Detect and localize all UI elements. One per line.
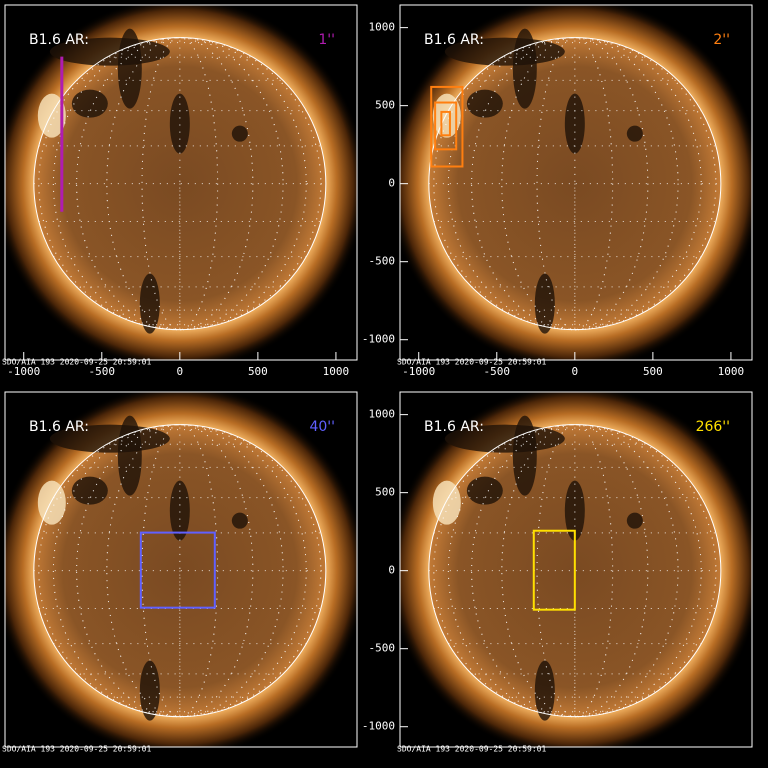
y-tick-label: -500 xyxy=(369,255,396,268)
meridian xyxy=(106,424,254,718)
y-tick-label: 1000 xyxy=(369,408,396,421)
disk xyxy=(33,37,326,330)
x-tick-label: 1000 xyxy=(718,365,745,378)
y-tick-label: 1000 xyxy=(369,21,396,34)
x-tick-label: 500 xyxy=(643,365,663,378)
coronal-hole xyxy=(564,93,585,154)
footer: SDO/AIA 193 2020-09-25 20:59:01 xyxy=(397,745,546,754)
coronal-hole xyxy=(534,273,555,334)
coronal-hole xyxy=(169,480,190,541)
coronal-hole xyxy=(564,480,585,541)
coronal-hole xyxy=(626,512,643,529)
x-tick-label: -1000 xyxy=(402,365,435,378)
panel: -1000 -500 0 500 1000 B1.6 AR: 1'' SDO/AIA 193 … xyxy=(2,4,358,378)
bright-region xyxy=(432,93,461,138)
y-tick-label: 500 xyxy=(375,486,395,499)
footer: SDO/AIA 193 2020-09-25 20:59:01 xyxy=(2,358,151,367)
panel-label: B1.6 AR: xyxy=(29,419,89,435)
coronal-hole xyxy=(139,660,160,721)
coronal-hole xyxy=(466,476,503,505)
overlay-box xyxy=(434,101,458,151)
coronal-hole xyxy=(231,125,248,142)
coronal-hole xyxy=(71,89,108,118)
coronal-hole xyxy=(71,476,108,505)
bright-region xyxy=(37,93,66,138)
bright-region xyxy=(37,480,66,525)
x-tick-label: -500 xyxy=(484,365,511,378)
meridian xyxy=(471,424,679,718)
limb xyxy=(428,37,722,331)
panel: -1000 -500 0 500 1000 -1000 -500 0 500 1000 B1.6 A… xyxy=(362,4,753,378)
panel-label: B1.6 AR: xyxy=(424,419,484,435)
coronal-hole xyxy=(139,273,160,334)
lat-lon-grid xyxy=(33,37,326,331)
lat-lon-grid xyxy=(428,424,721,718)
meridian xyxy=(501,424,649,718)
sun-image xyxy=(5,5,357,360)
sun-image xyxy=(400,5,752,360)
panel-tag: 2'' xyxy=(713,32,730,48)
sun-image xyxy=(400,392,752,747)
footer: SDO/AIA 193 2020-09-25 20:59:01 xyxy=(397,358,546,367)
limb xyxy=(33,424,327,718)
y-tick-label: 500 xyxy=(375,99,395,112)
lat-lon-grid xyxy=(428,37,721,331)
overlay-box xyxy=(430,85,464,168)
x-tick-label: 0 xyxy=(572,365,579,378)
footer: SDO/AIA 193 2020-09-25 20:59:01 xyxy=(2,745,151,754)
coronal-hole xyxy=(626,125,643,142)
y-tick-label: -1000 xyxy=(362,720,395,733)
coronal-hole xyxy=(534,660,555,721)
y-tick-label: 0 xyxy=(388,177,395,190)
x-tick-label: 500 xyxy=(248,365,268,378)
panel: B1.6 AR: 40'' SDO/AIA 193 2020-09-25 20:59… xyxy=(2,391,358,754)
panel-tag: 40'' xyxy=(309,419,335,435)
coronal-hole xyxy=(169,93,190,154)
panel-tag: 1'' xyxy=(318,32,335,48)
meridian xyxy=(141,424,219,718)
frame xyxy=(4,391,358,748)
limb xyxy=(428,424,722,718)
frame xyxy=(4,4,358,361)
y-tick-label: 0 xyxy=(388,564,395,577)
overlay-box xyxy=(440,110,451,137)
x-tick-label: -1000 xyxy=(7,365,40,378)
panel: -1000 -500 0 500 1000 B1.6 AR: 266'' SDO/AIA 19… xyxy=(362,391,753,754)
meridian xyxy=(52,424,307,718)
x-tick-label: -500 xyxy=(89,365,116,378)
panel-label: B1.6 AR: xyxy=(29,32,89,48)
frame xyxy=(399,4,753,361)
x-tick-label: 0 xyxy=(177,365,184,378)
sun-image xyxy=(5,392,357,747)
bright-region xyxy=(432,480,461,525)
limb xyxy=(33,37,327,331)
panel-tag: 266'' xyxy=(696,419,730,435)
coronal-hole xyxy=(231,512,248,529)
y-tick-label: -500 xyxy=(369,642,396,655)
overlay-box xyxy=(532,529,576,611)
coronal-hole xyxy=(466,89,503,118)
x-tick-label: 1000 xyxy=(323,365,350,378)
lat-lon-grid xyxy=(33,424,326,718)
overlay-box xyxy=(139,531,216,609)
meridian xyxy=(536,424,614,718)
frame xyxy=(399,391,753,748)
panel-label: B1.6 AR: xyxy=(424,32,484,48)
disk xyxy=(428,37,721,330)
meridian xyxy=(76,424,284,718)
y-tick-label: -1000 xyxy=(362,333,395,346)
